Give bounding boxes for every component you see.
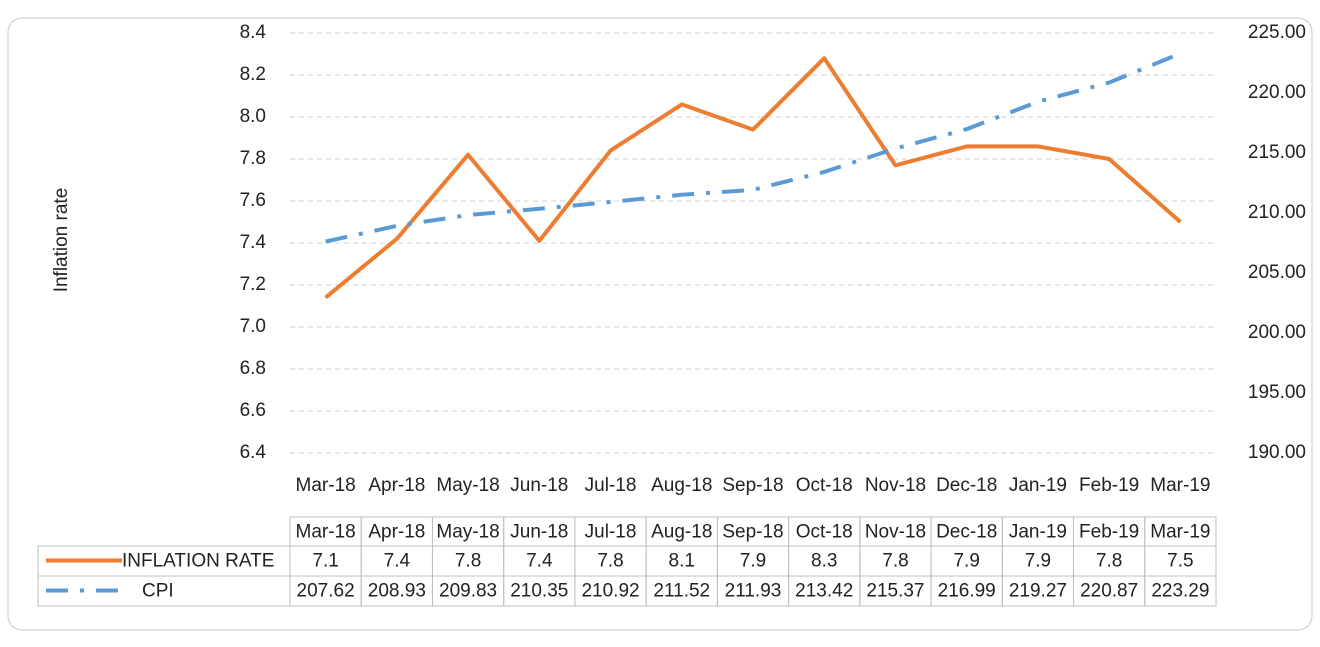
table-header: Jul-18	[585, 522, 637, 543]
y2-tick-label: 190.00	[1248, 442, 1306, 463]
legend-label: INFLATION RATE	[122, 551, 274, 572]
table-header: Dec-18	[936, 522, 997, 543]
x-tick-label: May-18	[436, 475, 499, 496]
x-tick-label: Apr-18	[368, 475, 425, 496]
y2-tick-label: 195.00	[1248, 382, 1306, 403]
x-tick-label: Oct-18	[796, 475, 853, 496]
table-value: 7.9	[740, 551, 766, 572]
table-value: 7.4	[384, 551, 411, 572]
y2-tick-label: 205.00	[1248, 262, 1306, 283]
table-value: 219.27	[1009, 581, 1067, 602]
table-value: 215.37	[866, 581, 924, 602]
table-value: 7.8	[882, 551, 908, 572]
chart-frame	[7, 17, 1313, 631]
table-value: 210.35	[510, 581, 568, 602]
table-value: 220.87	[1080, 581, 1138, 602]
y2-tick-label: 220.00	[1248, 82, 1306, 103]
y-tick-label: 6.4	[240, 442, 267, 463]
table-header: Jan-19	[1009, 522, 1067, 543]
y-tick-label: 6.6	[240, 400, 266, 421]
x-tick-label: Jul-18	[585, 475, 637, 496]
y-tick-label: 7.4	[240, 232, 267, 253]
y2-tick-label: 215.00	[1248, 142, 1306, 163]
x-tick-label: Dec-18	[936, 475, 997, 496]
x-tick-label: Sep-18	[722, 475, 783, 496]
y-tick-label: 8.0	[240, 106, 266, 127]
table-value: 210.92	[581, 581, 639, 602]
y-axis-title: Inflation rate	[51, 188, 72, 293]
table-header: Sep-18	[722, 522, 783, 543]
table-value: 208.93	[368, 581, 426, 602]
table-header: Feb-19	[1079, 522, 1139, 543]
table-cell	[1144, 575, 1217, 607]
table-value: 7.8	[1096, 551, 1122, 572]
table-header: Apr-18	[368, 522, 425, 543]
table-value: 216.99	[938, 581, 996, 602]
series-line	[324, 56, 1182, 300]
table-value: 7.8	[455, 551, 481, 572]
table-value: 211.93	[725, 581, 782, 602]
table-value: 207.62	[297, 581, 355, 602]
table-value: 7.8	[597, 551, 623, 572]
table-header: Mar-19	[1150, 522, 1210, 543]
legend-label: CPI	[142, 581, 174, 602]
table-value: 7.9	[953, 551, 979, 572]
table-value: 213.42	[795, 581, 853, 602]
y-tick-label: 7.6	[240, 190, 266, 211]
x-tick-label: Nov-18	[865, 475, 926, 496]
y2-tick-label: 225.00	[1248, 22, 1306, 43]
x-tick-label: Mar-19	[1150, 475, 1210, 496]
table-value: 7.1	[312, 551, 338, 572]
y-tick-label: 8.4	[240, 22, 267, 43]
x-tick-label: Jan-19	[1009, 475, 1067, 496]
table-value: 7.9	[1025, 551, 1051, 572]
table-value: 8.1	[669, 551, 695, 572]
y2-tick-label: 210.00	[1248, 202, 1306, 223]
table-header: Aug-18	[651, 522, 712, 543]
x-tick-label: Aug-18	[651, 475, 712, 496]
table-value: 209.83	[439, 581, 497, 602]
table-value: 211.52	[653, 581, 710, 602]
table-value: 7.4	[526, 551, 553, 572]
y-tick-label: 6.8	[240, 358, 266, 379]
table-header: Mar-18	[296, 522, 356, 543]
table-value: 7.5	[1167, 551, 1193, 572]
x-tick-label: Feb-19	[1079, 475, 1139, 496]
x-tick-label: Mar-18	[296, 475, 356, 496]
y-tick-label: 7.0	[240, 316, 266, 337]
y-tick-label: 7.8	[240, 148, 266, 169]
table-header: Jun-18	[510, 522, 568, 543]
table-value: 223.29	[1151, 581, 1209, 602]
table-header: Nov-18	[865, 522, 926, 543]
y-tick-label: 8.2	[240, 64, 266, 85]
table-header: Oct-18	[796, 522, 853, 543]
x-tick-label: Jun-18	[510, 475, 568, 496]
y2-tick-label: 200.00	[1248, 322, 1306, 343]
table-value: 8.3	[811, 551, 837, 572]
table-header: May-18	[436, 522, 499, 543]
y-tick-label: 7.2	[240, 274, 266, 295]
